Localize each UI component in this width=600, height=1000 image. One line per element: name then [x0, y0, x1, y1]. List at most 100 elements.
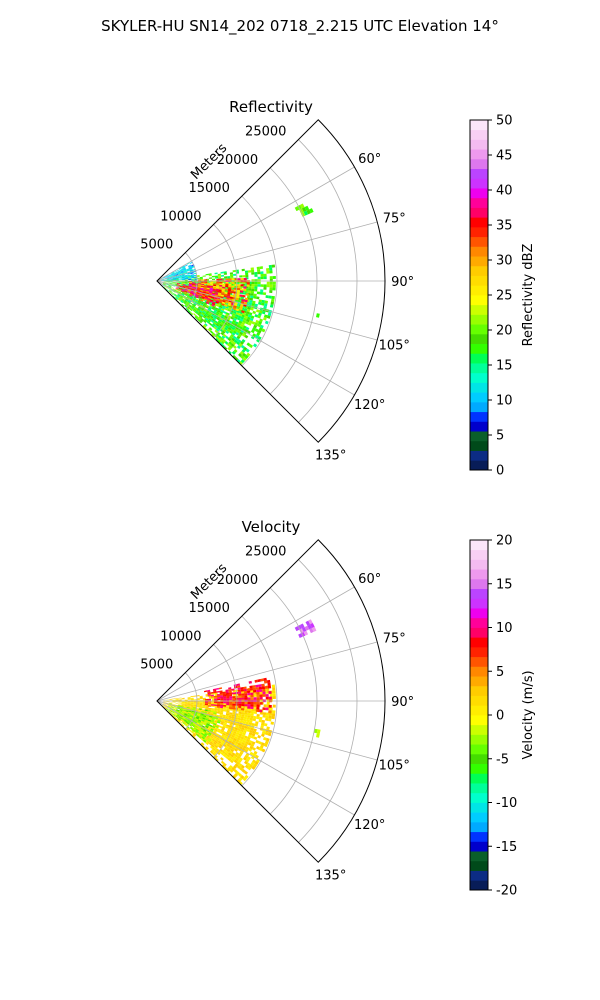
- echo-cell: [181, 702, 185, 704]
- echo-cell: [202, 717, 206, 720]
- echo-cell: [231, 282, 235, 284]
- colorbar-swatch: [470, 880, 488, 891]
- echo-cell: [220, 707, 224, 710]
- echo-cell: [200, 288, 204, 291]
- echo-cell: [189, 294, 193, 297]
- echo-cell: [176, 284, 180, 286]
- echo-cell: [166, 708, 169, 711]
- echo-cell: [239, 307, 243, 311]
- echo-cell: [238, 740, 243, 744]
- echo-cell: [174, 713, 178, 716]
- echo-cell: [231, 746, 236, 751]
- echo-cell: [196, 309, 200, 313]
- colorbar-swatch: [470, 236, 488, 247]
- echo-cell: [225, 755, 229, 760]
- echo-cell: [169, 277, 173, 279]
- echo-cell: [218, 312, 223, 316]
- echo-cell: [263, 737, 267, 741]
- echo-cell: [208, 701, 212, 703]
- echo-cell: [257, 281, 261, 285]
- echo-cell: [266, 270, 270, 274]
- echo-cell: [200, 733, 204, 737]
- echo-cell: [223, 766, 228, 771]
- azimuth-tick-label: 60°: [358, 152, 381, 167]
- echo-cell: [242, 319, 246, 324]
- echo-cell: [248, 732, 253, 736]
- echo-cell: [214, 701, 218, 704]
- echo-cell: [184, 305, 188, 308]
- echo-cell: [165, 705, 169, 707]
- echo-cell: [192, 734, 196, 737]
- echo-cell: [162, 704, 165, 707]
- echo-cell: [220, 274, 225, 277]
- echo-cell: [225, 726, 229, 729]
- echo-cell: [211, 324, 215, 328]
- echo-cell: [269, 270, 273, 274]
- echo-cell: [181, 723, 185, 727]
- echo-cell: [245, 741, 249, 745]
- colorbar-swatch: [470, 431, 488, 442]
- echo-cell: [238, 713, 242, 717]
- echo-cell: [242, 777, 247, 782]
- echo-cell: [227, 327, 232, 331]
- echo-cell: [197, 726, 202, 729]
- echo-cell: [215, 687, 220, 690]
- echo-cell: [234, 763, 239, 768]
- echo-cell: [214, 294, 218, 297]
- echo-cell: [253, 293, 257, 297]
- echo-cell: [230, 754, 235, 758]
- echo-cell: [188, 300, 192, 303]
- echo-cell: [166, 282, 170, 283]
- echo-cell: [237, 717, 241, 721]
- echo-cell: [208, 697, 212, 699]
- echo-cell: [229, 723, 233, 727]
- echo-cell: [196, 275, 200, 277]
- echo-cell: [183, 715, 187, 718]
- echo-cell: [181, 705, 185, 707]
- echo-cell: [182, 266, 186, 269]
- echo-cell: [245, 758, 250, 763]
- echo-cell: [175, 277, 179, 278]
- echo-cell: [169, 278, 173, 279]
- echo-cell: [258, 310, 263, 314]
- echo-cell: [213, 712, 217, 715]
- echo-cell: [198, 316, 202, 320]
- echo-cell: [193, 721, 197, 724]
- polar-grid: [156, 139, 385, 423]
- echo-cell: [179, 715, 183, 718]
- echo-cell: [168, 290, 172, 294]
- echo-cell: [236, 291, 240, 295]
- echo-cell: [194, 730, 198, 734]
- echo-cell: [244, 712, 248, 715]
- echo-cell: [181, 289, 185, 291]
- echo-cell: [189, 715, 193, 718]
- echo-cell: [199, 706, 203, 708]
- echo-cell: [178, 272, 182, 275]
- echo-cell: [182, 710, 186, 713]
- echo-cell: [176, 290, 180, 293]
- echo-cell: [189, 708, 193, 711]
- echo-cell: [229, 698, 233, 700]
- echo-cell: [224, 291, 228, 295]
- echo-cell: [175, 698, 179, 699]
- echo-cell: [233, 339, 238, 344]
- echo-cell: [196, 278, 200, 280]
- echo-cell: [162, 284, 165, 287]
- echo-cell: [208, 718, 212, 721]
- echo-cell: [223, 704, 227, 707]
- echo-cell: [178, 275, 182, 277]
- echo-cell: [171, 287, 175, 289]
- echo-cell: [236, 730, 241, 734]
- echo-cell: [160, 278, 164, 280]
- echo-cell: [192, 707, 196, 709]
- echo-cell: [216, 286, 220, 288]
- echo-cell: [272, 287, 276, 291]
- echo-cell: [173, 714, 176, 717]
- echo-cell: [244, 754, 249, 759]
- echo-cell: [232, 710, 236, 714]
- echo-cell: [180, 713, 184, 716]
- echo-cell: [188, 283, 192, 285]
- echo-cell: [169, 283, 173, 285]
- echo-cell: [200, 309, 204, 312]
- echo-cell: [246, 318, 250, 323]
